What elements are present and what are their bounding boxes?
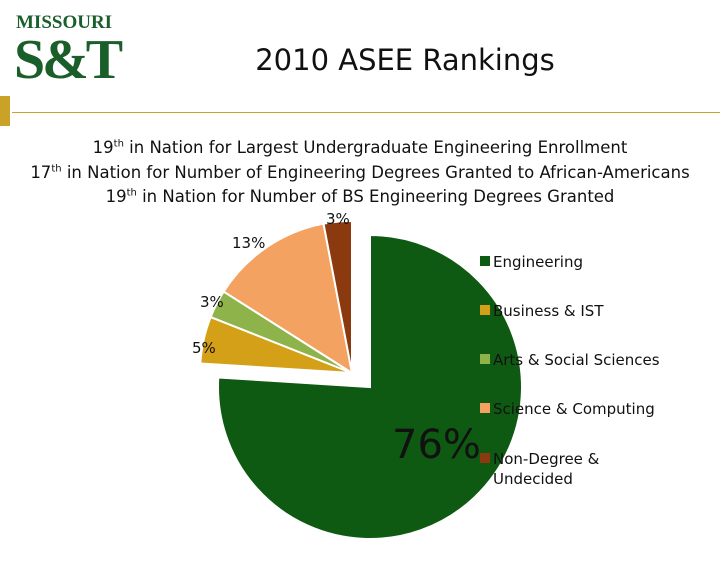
logo-main-text: S&T (14, 29, 123, 91)
slide-title: 2010 ASEE Rankings (255, 43, 555, 77)
pie-slice-engineering (217, 233, 523, 540)
legend-label: Engineering (493, 253, 583, 271)
legend-swatch (480, 453, 490, 463)
slice-label: 3% (326, 210, 350, 228)
ranking-line-3: 19th in Nation for Number of BS Engineer… (105, 187, 615, 206)
university-logo: MISSOURI S&T (14, 8, 123, 92)
legend-swatch (480, 403, 490, 413)
slice-label: 3% (200, 293, 224, 311)
legend-label: Arts & Social Sciences (493, 351, 660, 369)
pie-slice-science-computing (222, 222, 354, 376)
legend-label: Non-Degree & Undecided (493, 450, 600, 488)
accent-bar (0, 96, 10, 126)
legend-label: Business & IST (493, 302, 604, 320)
logo-top-text: MISSOURI (16, 12, 113, 33)
pie-slice-non-degree-undecided (322, 219, 353, 374)
ranking-line-2: 17th in Nation for Number of Engineering… (30, 163, 690, 182)
legend-label: Science & Computing (493, 400, 655, 418)
slice-label: 5% (192, 339, 216, 357)
legend-swatch (480, 354, 490, 364)
legend-swatch (480, 256, 490, 266)
ranking-line-1: 19th in Nation for Largest Undergraduate… (92, 138, 628, 157)
header-divider (12, 112, 720, 113)
slice-label: 76% (392, 422, 481, 468)
legend-swatch (480, 305, 490, 315)
slice-label: 13% (232, 234, 266, 252)
